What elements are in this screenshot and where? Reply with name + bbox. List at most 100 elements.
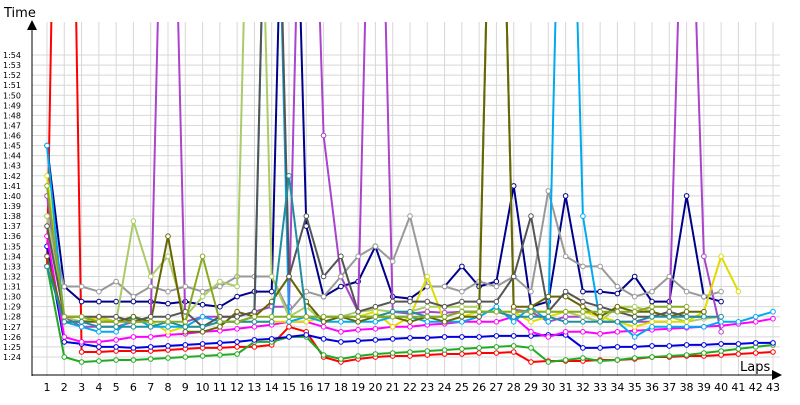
y-axis-title: Time bbox=[3, 6, 36, 21]
data-point bbox=[649, 324, 655, 330]
data-point bbox=[234, 293, 240, 300]
data-point bbox=[614, 329, 621, 335]
x-tick-label: 19 bbox=[351, 381, 365, 394]
data-point bbox=[493, 308, 500, 315]
data-point bbox=[562, 193, 569, 199]
x-tick-label: 24 bbox=[438, 381, 452, 394]
data-point bbox=[130, 357, 137, 363]
y-tick-label: 1:52 bbox=[3, 71, 21, 80]
data-point bbox=[389, 350, 396, 356]
x-tick-label: 33 bbox=[593, 381, 607, 394]
data-point bbox=[493, 283, 500, 290]
data-point bbox=[165, 300, 171, 307]
data-point bbox=[147, 324, 154, 330]
x-tick-label: 26 bbox=[472, 381, 486, 394]
x-tick-label: 34 bbox=[610, 381, 624, 394]
data-point bbox=[441, 319, 448, 325]
data-point bbox=[580, 213, 586, 219]
data-point bbox=[338, 329, 344, 335]
data-point bbox=[268, 319, 275, 325]
data-point bbox=[199, 329, 206, 335]
data-point bbox=[147, 356, 154, 362]
data-point bbox=[113, 324, 119, 330]
x-tick-label: 11 bbox=[213, 381, 227, 394]
data-point bbox=[528, 288, 534, 295]
data-point bbox=[78, 298, 85, 305]
data-point bbox=[476, 308, 482, 315]
data-point bbox=[441, 283, 448, 290]
data-point bbox=[424, 335, 431, 341]
x-tick-label: 12 bbox=[230, 381, 244, 394]
x-tick-label: 25 bbox=[455, 381, 469, 394]
data-point bbox=[389, 313, 396, 320]
data-point bbox=[251, 344, 258, 350]
y-tick-label: 1:42 bbox=[3, 172, 21, 181]
data-point bbox=[44, 253, 50, 260]
data-point bbox=[424, 298, 431, 305]
data-point bbox=[320, 324, 327, 330]
data-point bbox=[424, 303, 431, 310]
data-point bbox=[182, 354, 189, 360]
data-point bbox=[96, 358, 102, 364]
data-point bbox=[701, 253, 707, 260]
data-point bbox=[113, 329, 119, 335]
data-point bbox=[44, 173, 50, 179]
data-point bbox=[96, 288, 102, 295]
x-tick-label: 35 bbox=[628, 381, 642, 394]
data-point bbox=[545, 319, 552, 325]
x-tick-label: 23 bbox=[420, 381, 434, 394]
data-point bbox=[666, 343, 673, 349]
data-point bbox=[562, 329, 569, 335]
data-point bbox=[666, 313, 673, 320]
data-point bbox=[320, 132, 327, 139]
data-point bbox=[718, 319, 724, 325]
y-tick-label: 1:38 bbox=[3, 212, 21, 221]
data-point bbox=[614, 283, 621, 290]
data-point bbox=[631, 313, 638, 320]
data-point bbox=[666, 319, 673, 325]
data-point bbox=[96, 319, 102, 325]
y-tick-label: 1:43 bbox=[3, 162, 21, 171]
data-point bbox=[165, 329, 171, 335]
data-point bbox=[165, 288, 171, 295]
data-point bbox=[165, 233, 171, 239]
data-point bbox=[735, 341, 742, 347]
data-point bbox=[407, 349, 413, 355]
data-point bbox=[78, 339, 85, 345]
x-tick-label: 4 bbox=[95, 381, 102, 394]
data-point bbox=[562, 357, 569, 363]
data-point bbox=[320, 336, 327, 342]
x-axis-arrow bbox=[772, 370, 782, 380]
data-point bbox=[752, 319, 759, 325]
data-point bbox=[338, 356, 344, 362]
data-point bbox=[407, 319, 413, 325]
data-point bbox=[666, 324, 673, 330]
data-point bbox=[407, 335, 413, 341]
data-point bbox=[355, 253, 361, 260]
data-point bbox=[718, 341, 724, 347]
x-tick-label: 29 bbox=[524, 381, 538, 394]
data-point bbox=[580, 355, 586, 361]
data-point bbox=[597, 358, 603, 364]
data-point bbox=[597, 308, 603, 315]
data-point bbox=[424, 308, 431, 315]
data-point bbox=[217, 345, 223, 351]
data-point bbox=[199, 341, 206, 347]
x-tick-label: 28 bbox=[507, 381, 521, 394]
data-point bbox=[580, 319, 586, 325]
x-tick-label: 3 bbox=[78, 381, 85, 394]
data-point bbox=[597, 319, 603, 325]
x-tick-label: 39 bbox=[697, 381, 711, 394]
series-13 bbox=[44, 183, 690, 325]
data-point bbox=[752, 340, 759, 346]
data-point bbox=[147, 313, 154, 320]
data-point bbox=[631, 273, 638, 280]
data-point bbox=[528, 308, 534, 315]
y-tick-label: 1:51 bbox=[3, 81, 21, 90]
data-point bbox=[165, 324, 171, 330]
data-point bbox=[199, 301, 206, 308]
data-point bbox=[182, 319, 189, 325]
data-point bbox=[701, 342, 707, 348]
data-point bbox=[130, 298, 137, 305]
